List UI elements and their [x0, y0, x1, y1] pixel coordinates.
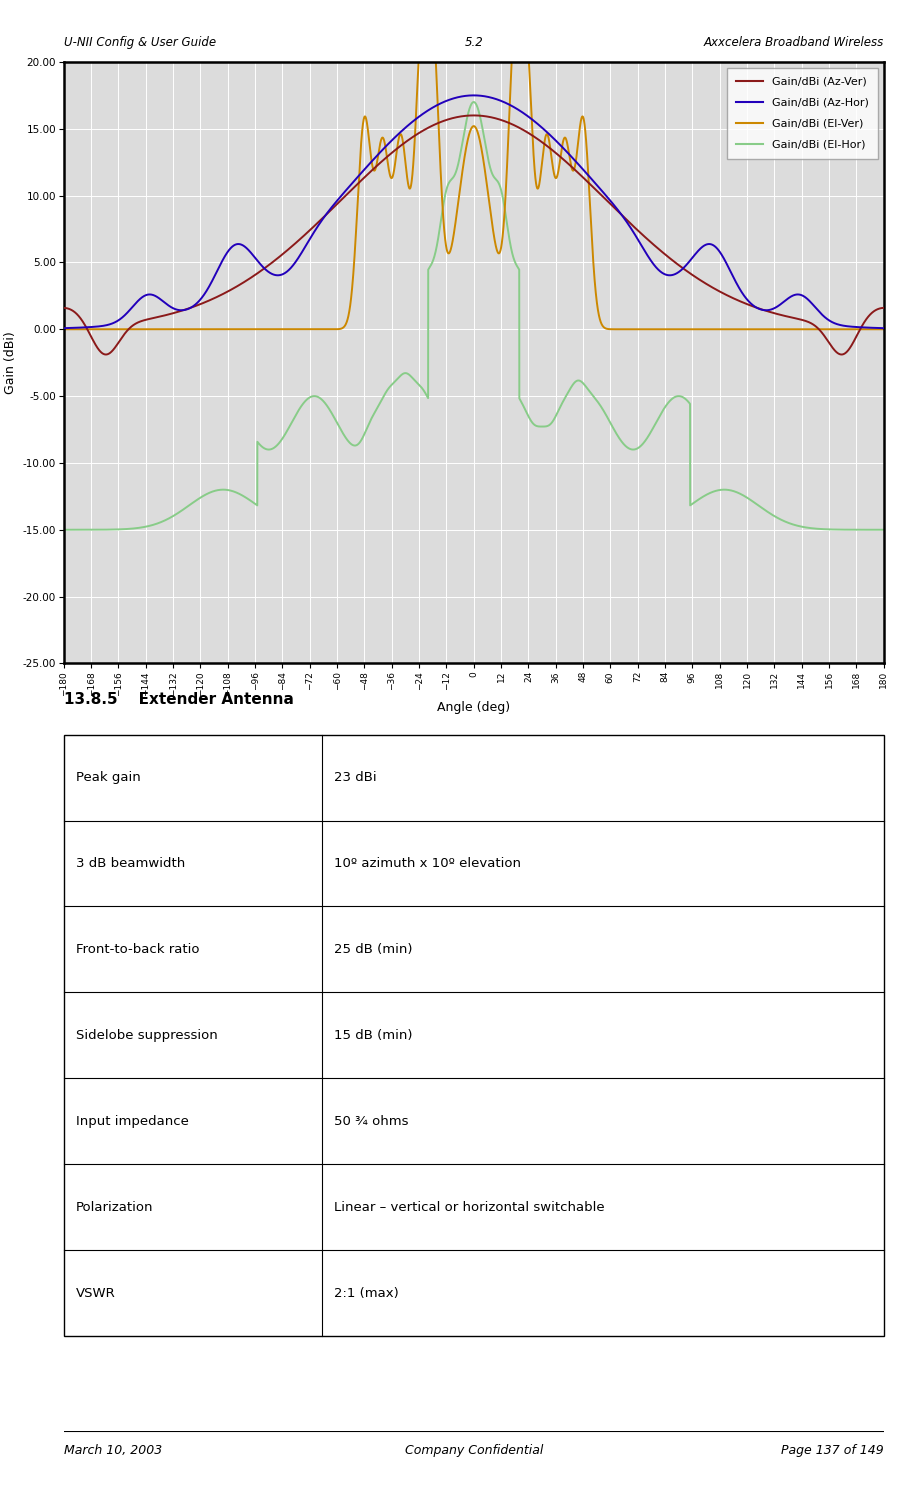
Line: Gain/dBi (El-Hor): Gain/dBi (El-Hor) [64, 102, 884, 530]
Text: Front-to-back ratio: Front-to-back ratio [77, 944, 200, 956]
Gain/dBi (El-Ver) [878, 321, 889, 339]
Gain/dBi (El-Ver) [446, 236, 457, 254]
X-axis label: Angle (deg): Angle (deg) [437, 702, 510, 714]
Gain/dBi (El-Hor) [468, 93, 479, 110]
Gain/dBi (El-Ver) [658, 321, 669, 339]
Gain/dBi (Az-Hor) [658, 264, 669, 282]
Gain/dBi (Az-Ver) [681, 261, 691, 279]
Text: 2:1 (max): 2:1 (max) [334, 1287, 399, 1299]
Gain/dBi (Az-Ver) [844, 340, 855, 358]
Gain/dBi (El-Hor) [446, 170, 457, 188]
Gain/dBi (Az-Hor) [337, 185, 348, 203]
Gain/dBi (Az-Ver) [446, 109, 457, 127]
Text: Company Confidential: Company Confidential [404, 1444, 543, 1457]
Legend: Gain/dBi (Az-Ver), Gain/dBi (Az-Hor), Gain/dBi (El-Ver), Gain/dBi (El-Hor): Gain/dBi (Az-Ver), Gain/dBi (Az-Hor), Ga… [727, 67, 878, 158]
Gain/dBi (El-Hor) [337, 424, 348, 442]
Line: Gain/dBi (El-Ver): Gain/dBi (El-Ver) [64, 0, 884, 330]
Gain/dBi (El-Hor) [834, 521, 844, 539]
Gain/dBi (El-Ver) [58, 321, 69, 339]
Gain/dBi (El-Hor) [58, 521, 69, 539]
Gain/dBi (Az-Ver) [468, 106, 479, 124]
Text: 5.2: 5.2 [465, 36, 483, 49]
Gain/dBi (El-Ver) [337, 320, 348, 337]
Gain/dBi (Az-Ver) [658, 243, 669, 261]
Text: Polarization: Polarization [77, 1200, 154, 1214]
Text: 25 dB (min): 25 dB (min) [334, 944, 413, 956]
Gain/dBi (Az-Hor) [844, 318, 855, 336]
Gain/dBi (El-Ver) [681, 321, 691, 339]
Gain/dBi (El-Ver) [844, 321, 855, 339]
Y-axis label: Gain (dBi): Gain (dBi) [5, 331, 17, 394]
Line: Gain/dBi (Az-Ver): Gain/dBi (Az-Ver) [64, 115, 884, 354]
Gain/dBi (El-Ver) [834, 321, 844, 339]
Text: 50 ¾ ohms: 50 ¾ ohms [334, 1115, 409, 1127]
Gain/dBi (El-Hor) [681, 391, 691, 409]
Text: Sidelobe suppression: Sidelobe suppression [77, 1029, 218, 1042]
Gain/dBi (Az-Hor) [58, 320, 69, 337]
Gain/dBi (Az-Hor) [681, 257, 691, 275]
Gain/dBi (Az-Hor) [878, 320, 889, 337]
Text: 23 dBi: 23 dBi [334, 770, 377, 784]
Text: 15 dB (min): 15 dB (min) [334, 1029, 413, 1042]
Text: 13.8.5    Extender Antenna: 13.8.5 Extender Antenna [64, 691, 293, 706]
Gain/dBi (Az-Hor) [446, 90, 457, 107]
Text: Peak gain: Peak gain [77, 770, 141, 784]
Gain/dBi (Az-Ver) [878, 299, 889, 317]
Text: 10º azimuth x 10º elevation: 10º azimuth x 10º elevation [334, 857, 521, 870]
Text: 3 dB beamwidth: 3 dB beamwidth [77, 857, 185, 870]
Text: VSWR: VSWR [77, 1287, 116, 1299]
Text: Linear – vertical or horizontal switchable: Linear – vertical or horizontal switchab… [334, 1200, 605, 1214]
Text: Page 137 of 149: Page 137 of 149 [781, 1444, 884, 1457]
Gain/dBi (Az-Hor) [468, 87, 479, 105]
Gain/dBi (Az-Hor) [834, 317, 844, 334]
Gain/dBi (Az-Ver) [58, 299, 69, 317]
Gain/dBi (Az-Ver) [100, 345, 111, 363]
Gain/dBi (El-Hor) [844, 521, 855, 539]
Gain/dBi (Az-Ver) [337, 190, 348, 208]
Gain/dBi (El-Hor) [878, 521, 889, 539]
Text: Input impedance: Input impedance [77, 1115, 189, 1127]
Gain/dBi (El-Hor) [658, 402, 669, 420]
Line: Gain/dBi (Az-Hor): Gain/dBi (Az-Hor) [64, 96, 884, 328]
Text: March 10, 2003: March 10, 2003 [64, 1444, 162, 1457]
Gain/dBi (Az-Ver) [834, 345, 844, 363]
Text: U-NII Config & User Guide: U-NII Config & User Guide [64, 36, 216, 49]
Text: Axxcelera Broadband Wireless: Axxcelera Broadband Wireless [703, 36, 884, 49]
